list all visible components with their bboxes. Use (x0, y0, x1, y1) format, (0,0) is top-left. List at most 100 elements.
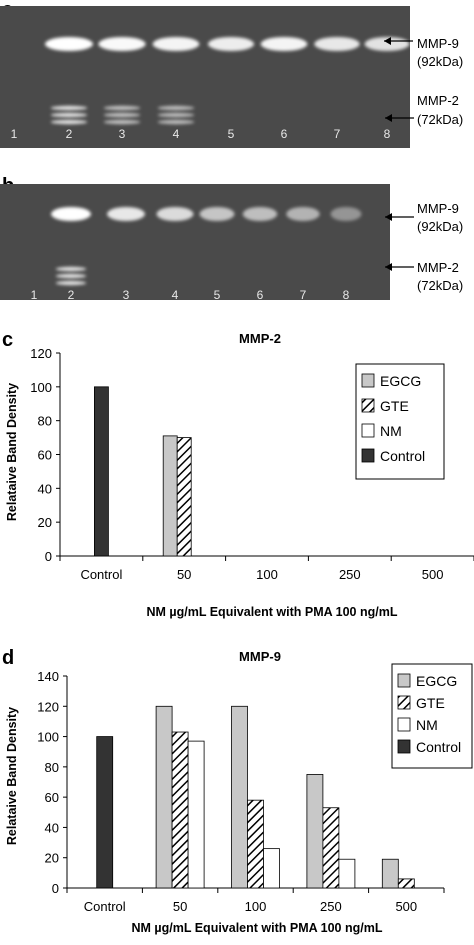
gel-a-mmp9-band-lane-5 (207, 37, 255, 51)
gel-a-mmp9-band-lane-2 (45, 37, 93, 51)
chart-mmp9-bar-egcg-100 (231, 705, 248, 889)
gel-a-lane-numbers: 1 2 3 4 5 6 7 8 (11, 127, 391, 141)
gel-b-mmp9-band-lane-7 (286, 207, 320, 221)
gel-a-lane-number: 2 (66, 127, 73, 141)
mmp2-label-b: MMP-2 (417, 260, 459, 275)
gel-b-lane-number: 4 (172, 288, 179, 302)
mmp2-label-a: MMP-2 (417, 93, 459, 108)
chart-mmp2-y-tick-label: 60 (38, 448, 52, 463)
chart-mmp9-x-tick-label: Control (84, 899, 126, 914)
gel-a-mmp9-band-lane-7 (314, 37, 360, 51)
chart-mmp9-bar-gte-50 (171, 731, 189, 889)
mmp9-label-a: MMP-9 (417, 36, 459, 51)
gel-a-lane-number: 1 (11, 127, 18, 141)
chart-mmp2-ylabel: Relataive Band Density (5, 383, 19, 521)
chart-mmp9-bar-nm-50 (187, 740, 205, 889)
chart-mmp9-bar-gte-100 (247, 799, 264, 889)
chart-mmp2-bar-gte-50 (176, 437, 192, 557)
gel-b-lane-number: 6 (257, 288, 264, 302)
chart-mmp9-y-tick-label: 0 (52, 881, 59, 896)
chart-mmp9-y-tick-label: 120 (37, 699, 59, 714)
gel-panel-b: 1 2 3 4 5 6 7 8 (0, 184, 390, 302)
panel-letter-d: d (2, 647, 14, 669)
chart-mmp9-bar-control-Control (96, 736, 114, 889)
chart-mmp2-x-tick-label: 250 (339, 567, 361, 582)
gel-b-mmp2-band-lane-2-2 (55, 280, 87, 286)
legend-swatch-nm (361, 423, 375, 438)
chart-mmp9-y-tick-label: 60 (45, 790, 59, 805)
gel-b-lane-number: 7 (300, 288, 307, 302)
chart-mmp9-y-tick-label: 100 (37, 730, 59, 745)
gel-b-lane-number: 1 (31, 288, 38, 302)
chart-mmp2-x-tick-label: 50 (177, 567, 191, 582)
chart-mmp2-y-tick-label: 20 (38, 515, 52, 530)
mmp2-kda-b: (72kDa) (417, 278, 463, 293)
chart-mmp9-ylabel: Relataive Band Density (5, 707, 19, 845)
chart-mmp9-bar-nm-100 (263, 848, 280, 889)
gel-a-background (0, 6, 410, 148)
panel-letter-c: c (2, 329, 13, 351)
gel-a-mmp2-band-lane-3-0 (103, 105, 141, 111)
chart-mmp2-x-tick-label: Control (80, 567, 122, 582)
gel-a-mmp2-band-lane-2-1 (50, 112, 88, 118)
gel-a-lane-number: 3 (119, 127, 126, 141)
chart-mmp9-title: MMP-9 (239, 649, 281, 664)
gel-a-labels: MMP-9 (92kDa) MMP-2 (72kDa) (384, 36, 463, 127)
mmp9-kda-b: (92kDa) (417, 219, 463, 234)
chart-mmp9-bar-gte-500 (397, 878, 415, 889)
gel-a-mmp9-band-lane-3 (98, 37, 146, 51)
gel-b-mmp9-band-lane-6 (242, 207, 278, 221)
legend-label-gte: GTE (380, 398, 409, 414)
gel-b-mmp9-band-lane-5 (199, 207, 235, 221)
chart-mmp9-bar-egcg-50 (155, 705, 173, 889)
legend-swatch-control (397, 739, 411, 754)
chart-mmp9-bar-egcg-250 (306, 774, 324, 889)
gel-b-lane-number: 5 (214, 288, 221, 302)
gel-a-bands (45, 37, 410, 125)
chart-mmp2-legend: EGCG GTE NM Control (355, 363, 445, 480)
chart-mmp9-y-tick-label: 40 (45, 820, 59, 835)
gel-panel-a: 1 2 3 4 5 6 7 8 (0, 6, 410, 148)
gel-b-mmp2-band-lane-2-1 (55, 273, 87, 279)
chart-mmp2-y-tick-label: 80 (38, 414, 52, 429)
gel-b-lane-number: 3 (123, 288, 130, 302)
chart-mmp9-xlabel: NM µg/mL Equivalent with PMA 100 ng/mL (132, 921, 383, 935)
legend-label-control: Control (416, 739, 461, 755)
legend-swatch-egcg (361, 373, 375, 388)
chart-mmp9-x-tick-label: 100 (245, 899, 267, 914)
gel-b-lane-number: 8 (343, 288, 350, 302)
gel-a-lane-number: 5 (228, 127, 235, 141)
chart-mmp9-y-tick-label: 140 (37, 669, 59, 684)
gel-a-mmp9-band-lane-4 (152, 37, 200, 51)
gel-b-bands (51, 207, 362, 286)
mmp9-label-b: MMP-9 (417, 201, 459, 216)
gel-a-mmp2-band-lane-3-1 (103, 112, 141, 118)
chart-mmp9-bar-gte-250 (322, 807, 340, 889)
gel-b-mmp9-band-lane-8 (330, 207, 362, 221)
gel-a-lane-number: 8 (384, 127, 391, 141)
legend-swatch-gte (397, 695, 411, 710)
gel-b-mmp9-band-lane-2 (51, 207, 91, 221)
gel-a-lane-number: 7 (334, 127, 341, 141)
chart-mmp9-y-tick-label: 80 (45, 760, 59, 775)
legend-label-nm: NM (416, 717, 438, 733)
gel-a-mmp2-band-lane-3-2 (103, 119, 141, 125)
gel-b-labels: MMP-9 (92kDa) MMP-2 (72kDa) (385, 201, 463, 293)
chart-mmp2-bar-control-Control (94, 386, 109, 557)
gel-b-background (0, 184, 390, 300)
gel-a-mmp2-band-lane-4-1 (157, 112, 195, 118)
mmp2-arrowhead-b (385, 263, 392, 271)
chart-mmp9-y-tick-label: 20 (45, 851, 59, 866)
chart-mmp2-y-tick-label: 0 (45, 549, 52, 564)
gel-a-mmp9-band-lane-8 (364, 37, 410, 51)
gel-a-mmp2-band-lane-2-0 (50, 105, 88, 111)
chart-mmp2-bar-egcg-50 (162, 435, 178, 557)
mmp2-arrowhead-a (385, 114, 392, 122)
mmp2-kda-a: (72kDa) (417, 112, 463, 127)
gel-b-lane-numbers: 1 2 3 4 5 6 7 8 (31, 288, 350, 302)
chart-mmp2-x-tick-label: 500 (422, 567, 444, 582)
legend-label-gte: GTE (416, 695, 445, 711)
legend-label-egcg: EGCG (380, 373, 421, 389)
legend-label-egcg: EGCG (416, 673, 457, 689)
legend-swatch-egcg (397, 673, 411, 688)
